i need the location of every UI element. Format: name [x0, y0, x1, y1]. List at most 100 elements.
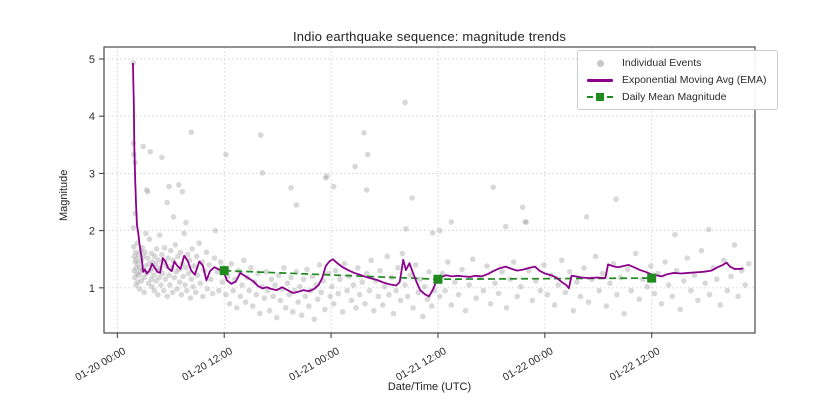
scatter-point — [145, 280, 152, 287]
scatter-point — [628, 287, 635, 294]
scatter-point — [503, 305, 510, 311]
scatter-point — [193, 253, 200, 260]
x-tick-label: 01-20 00:00 — [73, 345, 128, 383]
scatter-point — [166, 183, 172, 190]
scatter-point — [228, 260, 235, 267]
scatter-point — [363, 187, 370, 193]
scatter-point — [644, 283, 651, 290]
scatter-point — [165, 255, 171, 261]
scatter-point — [452, 279, 458, 285]
y-axis-label: Magnitude — [58, 169, 70, 221]
scatter-point — [607, 280, 613, 287]
scatter-point — [366, 287, 373, 294]
scatter-point — [273, 314, 280, 321]
green-square-icon — [586, 92, 614, 102]
scatter-point — [141, 274, 147, 281]
scatter-point — [153, 246, 160, 252]
scatter-point — [371, 307, 377, 314]
scatter-point — [613, 196, 619, 202]
scatter-point — [603, 303, 610, 309]
scatter-point — [350, 282, 357, 288]
scatter-point — [717, 302, 724, 308]
scatter-point — [522, 219, 529, 225]
scatter-point — [253, 291, 260, 298]
scatter-point — [592, 253, 599, 260]
scatter-point — [495, 290, 502, 297]
scatter-point — [444, 259, 451, 265]
scatter-series — [130, 60, 752, 323]
scatter-point — [339, 309, 346, 315]
scatter-point — [469, 256, 476, 263]
scatter-point — [428, 303, 435, 309]
scatter-point — [151, 253, 158, 260]
scatter-point — [208, 276, 214, 283]
scatter-point — [393, 287, 399, 294]
scatter-point — [295, 299, 301, 305]
scatter-point — [177, 249, 184, 256]
scatter-point — [265, 287, 271, 294]
scatter-point — [677, 306, 683, 313]
scatter-point — [330, 301, 337, 307]
scatter-point — [402, 282, 408, 288]
scatter-point — [190, 283, 196, 290]
scatter-point — [188, 129, 195, 136]
scatter-point — [160, 287, 167, 294]
scatter-point — [133, 282, 139, 288]
scatter-point — [731, 242, 738, 248]
scatter-point — [133, 264, 139, 271]
scatter-point — [131, 274, 138, 281]
scatter-point — [473, 295, 480, 301]
scatter-point — [144, 255, 151, 261]
scatter-point — [745, 260, 752, 267]
scatter-point — [395, 264, 401, 271]
scatter-point — [680, 278, 687, 284]
scatter-point — [144, 188, 151, 195]
legend-item-ema: Exponential Moving Avg (EMA) — [586, 73, 767, 87]
scatter-point — [230, 287, 236, 294]
scatter-point — [721, 257, 727, 264]
scatter-point — [341, 260, 348, 267]
scatter-point — [669, 293, 675, 300]
scatter-point — [492, 280, 498, 287]
scatter-point — [359, 279, 366, 285]
legend-item-individual-events: Individual Events — [586, 56, 767, 70]
scatter-point — [182, 282, 188, 288]
scatter-point — [284, 280, 291, 287]
scatter-point — [204, 286, 211, 292]
x-tick-label: 01-22 00:00 — [501, 345, 556, 383]
scatter-point — [214, 269, 220, 275]
scatter-point — [149, 283, 155, 290]
scatter-point — [490, 184, 496, 190]
scatter-point — [537, 287, 544, 294]
scatter-point — [148, 276, 154, 283]
scatter-point — [135, 272, 142, 279]
scatter-point — [551, 302, 558, 308]
scatter-point — [185, 270, 192, 277]
scatter-point — [176, 182, 182, 188]
scatter-point — [529, 297, 536, 304]
scatter-point — [323, 173, 330, 180]
scatter-point — [562, 289, 569, 296]
daily-mean-marker — [433, 274, 443, 284]
scatter-point — [219, 279, 226, 285]
scatter-point — [174, 286, 180, 292]
scatter-point — [665, 282, 672, 288]
scatter-point — [268, 276, 275, 283]
gray-dot-icon — [586, 59, 614, 67]
scatter-point — [706, 291, 713, 298]
scatter-point — [226, 301, 233, 307]
scatter-point — [180, 273, 187, 280]
scatter-point — [517, 283, 524, 290]
scatter-point — [417, 276, 423, 283]
scatter-point — [131, 243, 137, 250]
scatter-point — [368, 257, 374, 264]
scatter-point — [203, 249, 210, 256]
scatter-point — [246, 287, 252, 294]
scatter-point — [175, 253, 181, 260]
scatter-point — [544, 291, 551, 298]
scatter-point — [735, 293, 741, 300]
scatter-point — [135, 260, 141, 267]
scatter-point — [148, 250, 155, 257]
scatter-point — [197, 280, 203, 287]
scatter-point — [147, 148, 154, 155]
